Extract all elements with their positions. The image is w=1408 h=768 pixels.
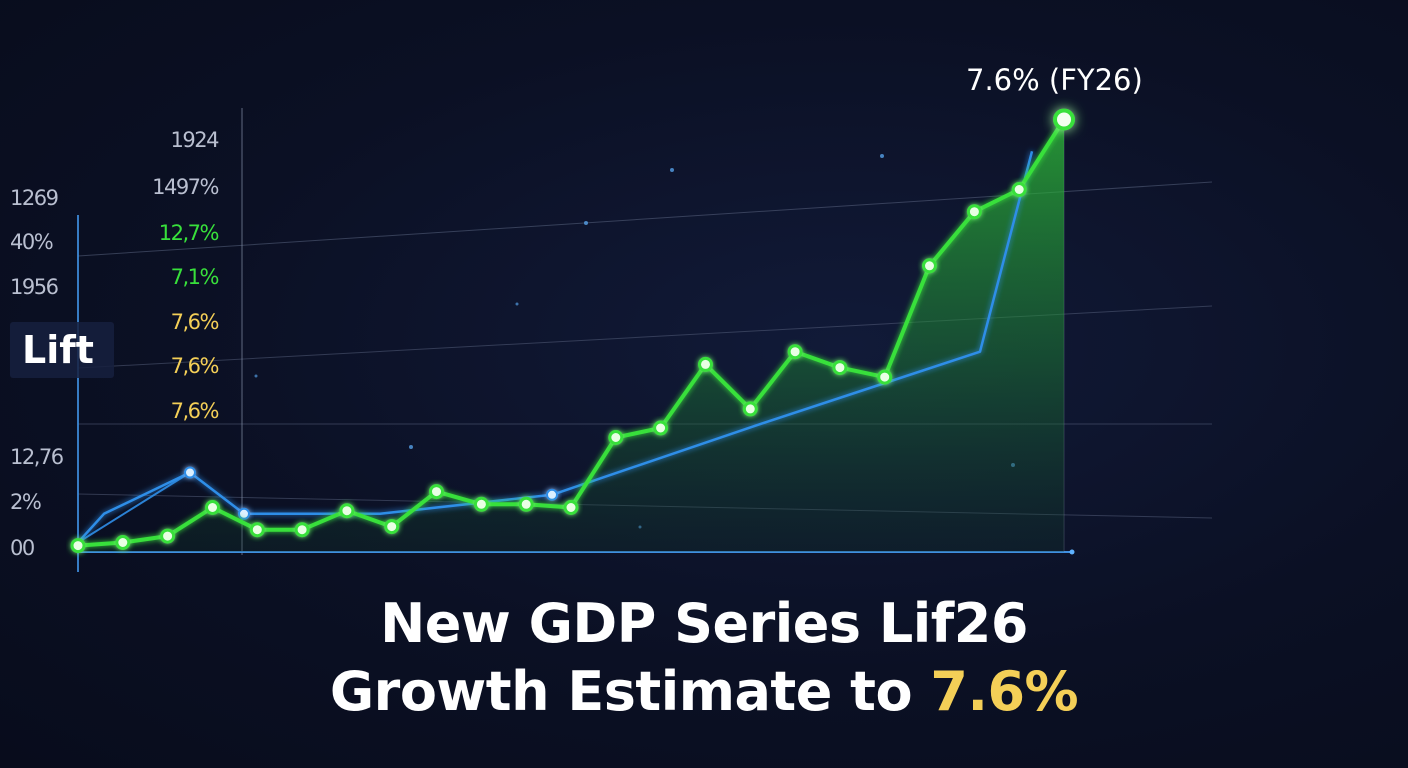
headline-line-1: New GDP Series Lif26 <box>380 592 1028 655</box>
headline-highlight-value: 7.6% <box>930 660 1079 723</box>
y-axis-tick-labels: 1269 40% 1956 12,76 2% 00 1924 1497% 12,7% 7,1% 7,… <box>10 128 221 560</box>
green-area-series <box>78 119 1064 552</box>
y-tick-label-outer: 00 <box>10 536 34 560</box>
blue-series-line <box>77 150 1034 544</box>
headline: New GDP Series Lif26 Growth Estimate to … <box>0 590 1408 726</box>
green-series-point <box>922 258 937 274</box>
peak-annotation: 7.6% (FY26) <box>966 63 1143 97</box>
y-tick-label-outer: 12,76 <box>10 445 64 469</box>
green-series-point <box>473 496 489 512</box>
blue-series-point <box>238 507 250 520</box>
green-series-point <box>1011 182 1027 197</box>
green-series-point <box>339 503 355 519</box>
y-tick-label-outer: 1956 <box>10 275 59 299</box>
green-series-point <box>742 401 758 417</box>
blue-series-point <box>546 488 558 501</box>
y-tick-label-outer: 2% <box>10 490 41 514</box>
blue-series-point <box>184 466 196 479</box>
y-tick-label-inner: 1497% <box>152 175 218 199</box>
blue-line-series <box>77 150 1034 544</box>
green-series-point <box>966 204 982 220</box>
green-series-point <box>832 360 848 376</box>
y-tick-label-outer: 1269 <box>10 186 58 210</box>
green-series-point <box>70 538 86 554</box>
green-series-point <box>429 484 444 500</box>
green-series-point <box>249 522 265 538</box>
lift-label: Lift <box>22 328 94 372</box>
green-series-peak-point <box>1053 108 1075 131</box>
green-series-point <box>653 420 669 436</box>
particle-dot <box>880 154 884 158</box>
y-tick-label-outer: 40% <box>10 230 53 254</box>
green-series-point <box>384 519 400 535</box>
green-series-point <box>698 356 713 372</box>
particle-dot <box>409 445 413 449</box>
y-tick-label-inner: 1924 <box>171 128 220 152</box>
green-series-point <box>160 528 176 544</box>
particle-dot <box>670 168 674 172</box>
particle-dot <box>584 221 588 225</box>
particle-dot <box>254 374 258 378</box>
green-series-point <box>205 500 220 515</box>
green-area-fill <box>78 119 1064 552</box>
headline-line-2-text: Growth Estimate to <box>329 660 931 723</box>
headline-line-2: Growth Estimate to 7.6% <box>0 658 1408 726</box>
x-axis-end-dot <box>1069 549 1075 555</box>
green-series-point <box>608 430 624 445</box>
particle-dot <box>515 302 519 306</box>
lift-label-box <box>10 322 114 378</box>
y-tick-label-inner: 7,6% <box>171 354 219 378</box>
green-series-point <box>294 522 310 538</box>
green-series-point <box>518 496 534 512</box>
green-series-point <box>115 535 131 550</box>
y-tick-label-inner: 7,1% <box>171 265 219 289</box>
green-series-point <box>563 500 579 515</box>
y-tick-label-inner: 12,7% <box>159 221 219 245</box>
y-tick-label-inner: 7,6% <box>171 310 219 334</box>
green-series-point <box>787 344 803 360</box>
y-tick-label-inner: 7,6% <box>171 399 219 423</box>
green-series-point <box>877 369 893 385</box>
green-line-series <box>70 108 1075 554</box>
